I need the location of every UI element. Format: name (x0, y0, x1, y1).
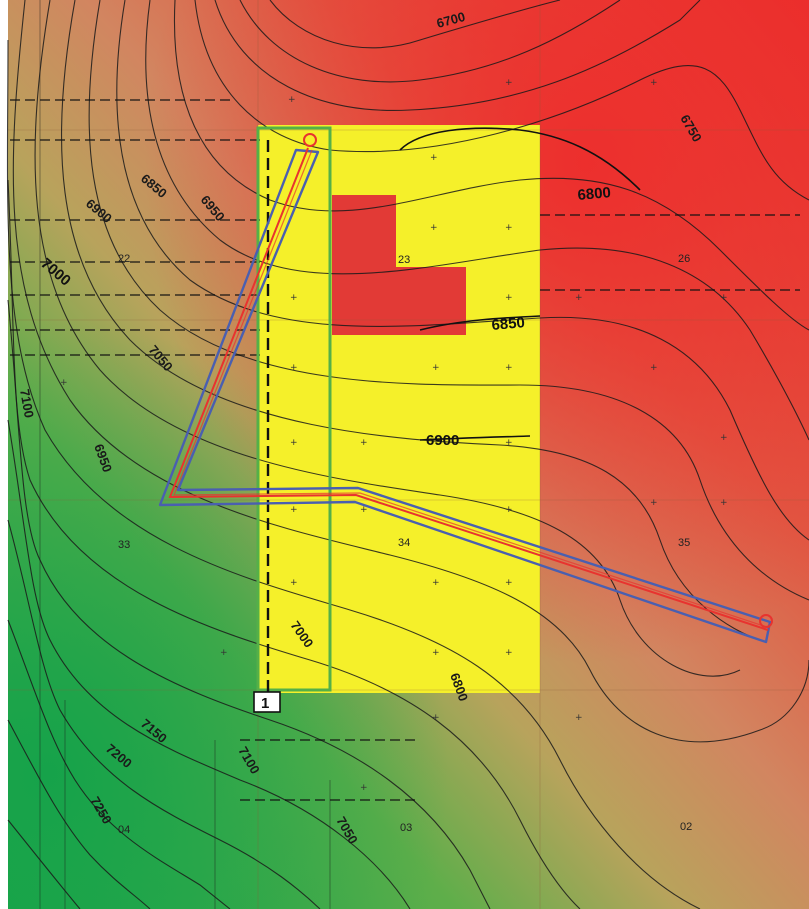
lease-yellow-block (258, 125, 540, 693)
well-symbol: + (430, 223, 438, 233)
well-symbol: + (432, 363, 440, 373)
wellbore-path (168, 147, 769, 631)
well-symbol: + (220, 648, 228, 658)
well-symbol: + (60, 378, 68, 388)
well-symbol: + (432, 648, 440, 658)
surface-location-icon (759, 614, 773, 628)
section-number: 34 (398, 537, 410, 549)
contour-label: 6700 (435, 9, 467, 31)
contour-label: 7100 (17, 388, 37, 419)
well-symbol: + (650, 498, 658, 508)
hatch-lines (39, 0, 331, 909)
well-symbol: + (650, 78, 658, 88)
wellbore-paths (158, 133, 773, 644)
section-number: 26 (678, 253, 690, 265)
well-symbol: + (505, 293, 513, 303)
well-symbol: + (505, 78, 513, 88)
well-symbol: + (360, 783, 368, 793)
well-symbol: + (505, 648, 513, 658)
unit-outline (256, 126, 332, 692)
well-symbol: + (432, 713, 440, 723)
marker-box (253, 691, 281, 713)
well-symbol: + (505, 363, 513, 373)
cross-section-marker: 1 (253, 691, 281, 713)
marker-label: 1 (261, 695, 269, 712)
wellbore-path (173, 149, 771, 629)
well-symbol: + (720, 433, 728, 443)
well-symbol: + (432, 578, 440, 588)
contour-label: 6800 (577, 184, 612, 204)
survey-dashed-lines (10, 99, 800, 801)
lease-red-tract-notch (396, 257, 466, 267)
well-symbol: + (650, 363, 658, 373)
well-symbol: + (720, 498, 728, 508)
surface-location-icon (303, 133, 317, 147)
contour-label: 6850 (491, 314, 526, 334)
section-number: 23 (398, 254, 410, 266)
well-symbol: + (505, 438, 513, 448)
contour-lines (6, 0, 809, 909)
lease-area (258, 125, 540, 693)
well-symbol: + (360, 438, 368, 448)
section-number-group: 22 23 26 33 34 35 04 03 02 (118, 253, 692, 836)
wellbore-buffer-outline (158, 148, 772, 644)
well-symbol: + (290, 438, 298, 448)
well-symbol: + (288, 95, 296, 105)
contour-label: 6900 (426, 432, 459, 449)
well-symbol: + (505, 578, 513, 588)
well-symbol: + (430, 153, 438, 163)
section-number: 03 (400, 822, 412, 834)
well-symbols: + + + + + + + + + + + + + + + + + + + + … (60, 78, 728, 793)
section-number: 02 (680, 821, 692, 833)
well-symbol: + (505, 505, 513, 515)
well-symbol: + (575, 293, 583, 303)
well-symbol: + (290, 505, 298, 515)
well-symbol: + (290, 363, 298, 373)
lease-red-tract-lower (332, 257, 466, 335)
section-number: 04 (118, 824, 130, 836)
well-symbol: + (290, 293, 298, 303)
well-symbol: + (505, 223, 513, 233)
section-number: 35 (678, 537, 690, 549)
well-symbol: + (290, 578, 298, 588)
lease-red-tract-upper (332, 195, 396, 257)
section-number: 22 (118, 253, 130, 265)
well-symbol: + (575, 713, 583, 723)
well-symbol: + (720, 293, 728, 303)
well-symbol: + (360, 505, 368, 515)
section-number: 33 (118, 539, 130, 551)
